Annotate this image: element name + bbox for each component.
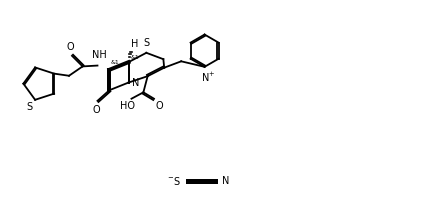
- Text: NH: NH: [92, 50, 107, 60]
- Text: N: N: [132, 78, 139, 88]
- Text: O: O: [67, 42, 74, 52]
- Text: O: O: [92, 105, 100, 115]
- Text: S: S: [144, 38, 150, 48]
- Text: O: O: [155, 101, 163, 111]
- Text: HO: HO: [120, 101, 135, 111]
- Text: S: S: [26, 102, 33, 112]
- Text: H: H: [131, 39, 139, 49]
- Text: &1: &1: [110, 60, 119, 65]
- Text: N: N: [222, 176, 229, 186]
- Text: $^{-}$S: $^{-}$S: [167, 175, 181, 187]
- Text: &1: &1: [130, 55, 139, 60]
- Text: N$^{+}$: N$^{+}$: [201, 71, 215, 84]
